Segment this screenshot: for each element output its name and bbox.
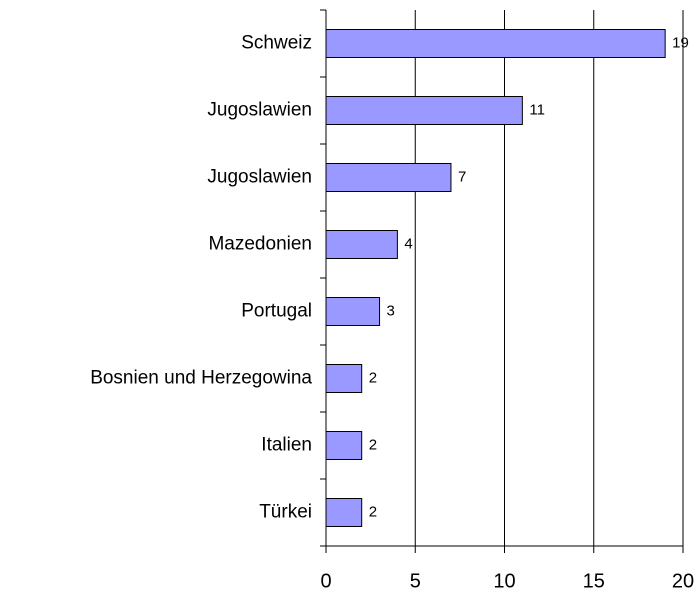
value-label: 11 [529,101,545,118]
value-label: 2 [369,436,377,453]
value-label: 2 [369,503,377,520]
y-tick-label: Portugal [241,301,312,322]
y-tick-label: Schweiz [241,33,312,54]
bar [325,96,523,125]
y-tick-label: Mazedonien [208,234,312,255]
bar [325,498,363,527]
x-tick-label: 10 [493,570,515,592]
bar [325,431,363,460]
y-tick-label: Italien [261,435,312,456]
bar [325,163,452,192]
y-tick-label: Türkei [259,502,312,523]
y-tick-label: Bosnien und Herzegowina [90,368,312,389]
bar [325,230,398,259]
value-label: 7 [458,168,466,185]
y-tick-label: Jugoslawien [207,100,312,121]
bar [325,297,381,326]
value-label: 4 [404,235,412,252]
x-tick-label: 5 [410,570,421,592]
y-tick-label: Jugoslawien [207,167,312,188]
value-label: 3 [387,302,395,319]
bar [325,29,666,58]
value-label: 19 [672,34,689,51]
x-tick-label: 0 [320,570,331,592]
bar [325,364,363,393]
value-label: 2 [369,369,377,386]
x-tick-label: 15 [583,570,605,592]
x-tick-label: 20 [672,570,694,592]
